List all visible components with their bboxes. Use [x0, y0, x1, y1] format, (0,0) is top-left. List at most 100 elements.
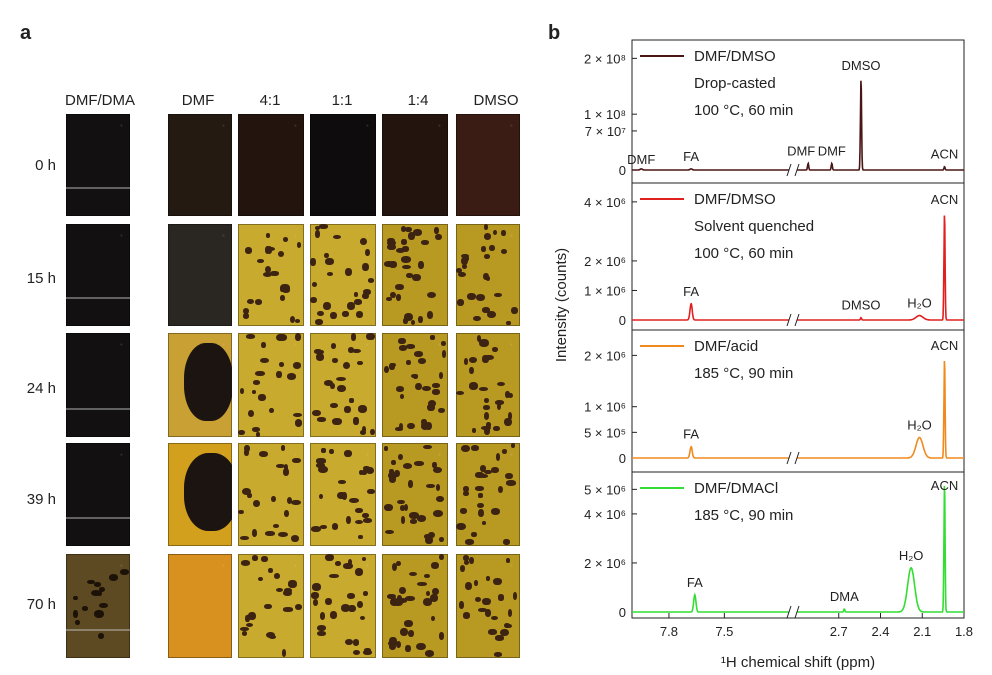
legend-text: 100 °C, 60 min — [694, 245, 793, 262]
film-dark-domain — [387, 237, 395, 244]
film-dark-domain — [484, 355, 494, 361]
film-dark-domain — [275, 463, 286, 468]
film-dark-domain — [398, 337, 406, 344]
film-dark-domain — [493, 652, 502, 657]
column-header-dmf-dma: DMF/DMA — [65, 92, 135, 109]
film-dark-domain — [91, 589, 102, 597]
film-dark-domain — [258, 451, 268, 458]
film-dark-domain — [477, 509, 484, 518]
film-dark-domain — [184, 453, 232, 531]
film-dark-domain — [456, 267, 463, 273]
film-dark-domain — [395, 560, 401, 567]
peak-label: H₂O — [907, 296, 932, 311]
film-dark-domain — [431, 383, 440, 388]
film-dark-domain — [318, 494, 324, 500]
film-dark-domain — [393, 599, 403, 607]
film-dark-domain — [499, 628, 509, 636]
film-photo: · — [382, 554, 448, 658]
film-dark-domain — [239, 388, 245, 395]
spectrum-panel-frame — [631, 329, 965, 473]
film-dark-domain — [337, 479, 346, 484]
column-header-dmf: DMF — [181, 92, 215, 109]
film-dark-domain — [462, 486, 470, 492]
film-dark-domain — [312, 598, 318, 606]
film-dark-domain — [403, 318, 408, 324]
film-dark-domain — [292, 362, 302, 370]
row-header-39h: 39 h — [26, 491, 56, 508]
film-dark-domain — [296, 242, 302, 249]
film-dark-domain — [247, 298, 255, 305]
row-header-15h: 15 h — [26, 270, 56, 287]
film-dark-domain — [432, 587, 440, 596]
film-dark-domain — [404, 596, 415, 602]
film-dark-domain — [338, 492, 348, 500]
film-dark-domain — [289, 315, 296, 323]
film-dark-domain — [366, 333, 375, 341]
film-dark-domain — [281, 648, 287, 657]
film-dark-domain — [469, 366, 474, 375]
film-dark-domain — [405, 645, 411, 652]
legend-text: DMF/DMSO — [694, 48, 776, 65]
film-dark-domain — [325, 258, 334, 265]
film-dark-domain — [238, 509, 245, 515]
film-dark-domain — [439, 554, 445, 561]
film-dark-domain — [329, 402, 339, 408]
film-photo: · — [456, 443, 520, 546]
axis-break-mark — [794, 163, 800, 177]
film-dark-domain — [463, 559, 469, 566]
film-dark-domain — [495, 453, 500, 461]
film-dark-domain — [481, 521, 486, 526]
film-dark-domain — [324, 380, 334, 387]
film-dark-domain — [359, 237, 367, 246]
film-dark-domain — [346, 593, 356, 599]
film-dark-domain — [492, 230, 497, 236]
film-dark-domain — [367, 278, 375, 283]
film-dark-domain — [391, 563, 398, 572]
row-header-0h: 0 h — [35, 157, 56, 174]
film-dark-domain — [480, 245, 486, 252]
film-photo: · — [382, 224, 448, 326]
film-dark-domain — [490, 466, 499, 473]
film-dark-domain — [490, 615, 498, 621]
film-dark-domain — [396, 294, 402, 302]
film-dark-domain — [475, 486, 485, 491]
film-dark-domain — [264, 603, 272, 609]
film-photo: · — [238, 114, 304, 216]
film-dark-domain — [81, 606, 89, 611]
film-dark-domain — [384, 446, 389, 452]
film-dark-domain — [344, 406, 351, 413]
film-dark-domain — [409, 519, 417, 524]
film-photo: · — [168, 333, 232, 437]
peak-label: H₂O — [907, 417, 932, 432]
film-dark-domain — [472, 315, 481, 322]
film-dark-domain — [360, 470, 367, 476]
film-dark-domain — [401, 516, 406, 524]
peak-label: H₂O — [899, 548, 924, 563]
film-dark-domain — [399, 627, 408, 636]
film-dark-domain — [457, 272, 466, 278]
film-photo: · — [456, 333, 520, 437]
film-dark-domain — [395, 386, 405, 393]
film-dark-domain — [353, 649, 361, 656]
film-dark-domain — [318, 466, 328, 474]
film-dark-domain — [435, 495, 444, 502]
film-dark-domain — [476, 502, 484, 509]
film-dark-domain — [430, 335, 436, 340]
film-dark-domain — [407, 629, 415, 637]
film-dark-domain — [295, 318, 301, 324]
y-tick-label: 2 × 10⁶ — [584, 556, 626, 571]
spectrum-line-left — [632, 302, 789, 321]
film-dark-domain — [383, 366, 389, 374]
film-dark-domain — [395, 284, 404, 291]
film-dark-domain — [358, 534, 364, 540]
film-dark-domain — [265, 232, 271, 238]
film-dark-domain — [286, 496, 293, 504]
film-dark-domain — [390, 362, 397, 368]
film-dark-domain — [460, 444, 471, 453]
film-dark-domain — [252, 389, 257, 394]
film-dark-domain — [251, 554, 258, 561]
film-dark-domain — [119, 569, 130, 575]
legend-text: 185 °C, 90 min — [694, 365, 793, 382]
film-dark-domain — [356, 310, 364, 318]
film-dark-domain — [270, 495, 276, 503]
